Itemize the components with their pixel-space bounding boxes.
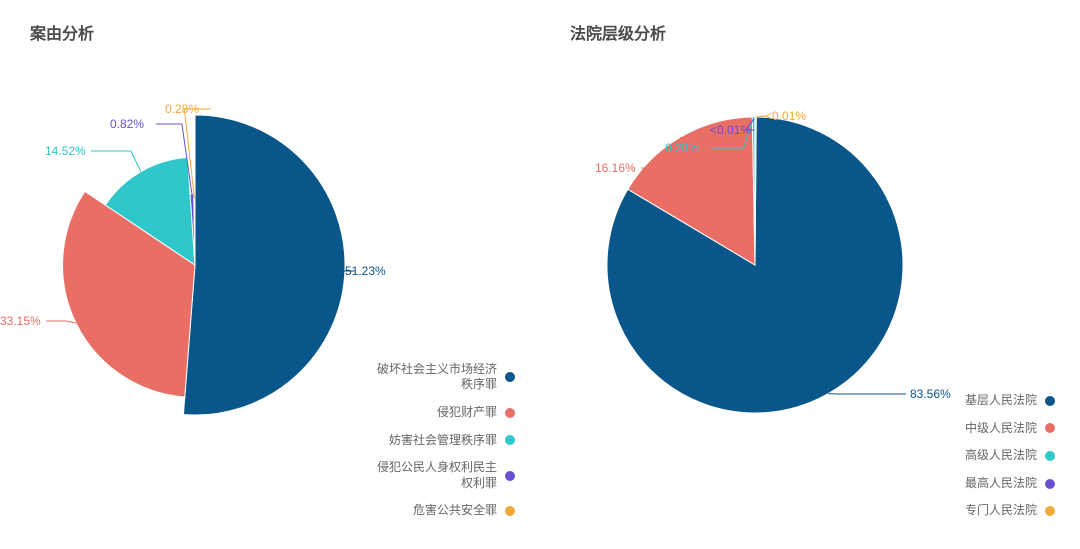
legend-swatch — [505, 372, 515, 382]
legend-item[interactable]: 危害公共安全罪 — [367, 503, 515, 519]
legend-item[interactable]: 基层人民法院 — [965, 393, 1055, 409]
panel-case-type: 案由分析 51.23% 33.15% 14.52% 0.82% 0.28% 破坏社会主义… — [0, 0, 540, 549]
pie-slice[interactable] — [183, 115, 345, 415]
legend-label: 破坏社会主义市场经济秩序罪 — [367, 362, 497, 393]
slice-label: 0.28% — [665, 142, 699, 154]
legend-label: 危害公共安全罪 — [413, 503, 497, 519]
legend-label: 侵犯财产罪 — [437, 405, 497, 421]
panel-court-level: 法院层级分析 83.56% 16.16% 0.28% <0.01% <0.01% 基层人… — [540, 0, 1080, 549]
slice-label: 51.23% — [345, 265, 386, 277]
slice-label: 0.82% — [110, 118, 144, 130]
chart-title-1: 案由分析 — [30, 20, 520, 44]
chart-title-2: 法院层级分析 — [570, 20, 1060, 44]
legend-swatch — [505, 506, 515, 516]
leader-line — [46, 321, 76, 323]
chart-area-2: 83.56% 16.16% 0.28% <0.01% <0.01% — [540, 90, 1080, 410]
legend-swatch — [505, 408, 515, 418]
legend-item[interactable]: 最高人民法院 — [965, 476, 1055, 492]
legend-item[interactable]: 破坏社会主义市场经济秩序罪 — [367, 362, 515, 393]
slice-label: <0.01% — [710, 124, 751, 136]
leader-line — [91, 151, 141, 172]
legend-label: 专门人民法院 — [965, 503, 1037, 519]
legend-1: 破坏社会主义市场经济秩序罪侵犯财产罪妨害社会管理秩序罪侵犯公民人身权利民主权利罪… — [367, 362, 515, 519]
legend-swatch — [1045, 396, 1055, 406]
legend-item[interactable]: 专门人民法院 — [965, 503, 1055, 519]
legend-label: 最高人民法院 — [965, 476, 1037, 492]
slice-label: 16.16% — [595, 162, 636, 174]
legend-item[interactable]: 高级人民法院 — [965, 448, 1055, 464]
legend-item[interactable]: 妨害社会管理秩序罪 — [367, 433, 515, 449]
legend-label: 高级人民法院 — [965, 448, 1037, 464]
legend-item[interactable]: 侵犯公民人身权利民主权利罪 — [367, 460, 515, 491]
legend-label: 中级人民法院 — [965, 421, 1037, 437]
legend-label: 基层人民法院 — [965, 393, 1037, 409]
legend-item[interactable]: 中级人民法院 — [965, 421, 1055, 437]
slice-label: 0.28% — [165, 103, 199, 115]
legend-swatch — [1045, 423, 1055, 433]
legend-label: 妨害社会管理秩序罪 — [389, 433, 497, 449]
legend-swatch — [1045, 479, 1055, 489]
charts-container: 案由分析 51.23% 33.15% 14.52% 0.82% 0.28% 破坏社会主义… — [0, 0, 1080, 549]
legend-2: 基层人民法院中级人民法院高级人民法院最高人民法院专门人民法院 — [965, 393, 1055, 519]
legend-label: 侵犯公民人身权利民主权利罪 — [367, 460, 497, 491]
slice-label: 14.52% — [45, 145, 86, 157]
legend-swatch — [505, 471, 515, 481]
legend-swatch — [1045, 506, 1055, 516]
slice-label: 33.15% — [0, 315, 41, 327]
legend-swatch — [1045, 451, 1055, 461]
slice-label: <0.01% — [765, 110, 806, 122]
legend-swatch — [505, 435, 515, 445]
legend-item[interactable]: 侵犯财产罪 — [367, 405, 515, 421]
slice-label: 83.56% — [910, 388, 951, 400]
